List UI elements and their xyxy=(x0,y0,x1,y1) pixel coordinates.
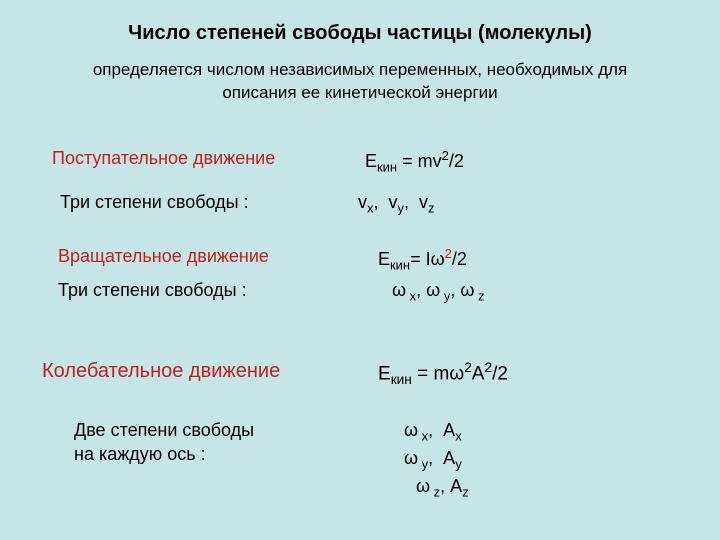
formula-E-rot: Е xyxy=(378,249,390,269)
A-osc-z: A xyxy=(450,476,462,496)
osc-y-sub: y xyxy=(422,457,428,472)
rotational-degrees-label: Три степени свободы : xyxy=(58,280,247,301)
translational-degrees-label: Три степени свободы : xyxy=(60,192,249,213)
oscillatory-degrees-label2: на каждую ось : xyxy=(74,444,206,465)
oz-sub: z xyxy=(478,289,484,304)
vx-sub: x xyxy=(367,201,373,216)
formula-E-osc: Е xyxy=(378,363,391,384)
formula-Aexp-osc: 2 xyxy=(484,360,492,375)
formula-kin-rot: кин xyxy=(390,258,410,273)
formula-omega-rot: ω xyxy=(431,249,445,269)
formula-exp-rot: 2 xyxy=(445,246,452,261)
omega-x: ω xyxy=(392,280,406,300)
ox-sub: x xyxy=(410,289,416,304)
oscillatory-vars-x: ω x, Ax xyxy=(404,420,462,444)
formula-omega-osc: ω xyxy=(449,363,464,384)
vx: v xyxy=(358,192,367,212)
Ax-sub: x xyxy=(455,429,461,444)
omega-z: ω xyxy=(460,280,474,300)
A-osc-y: A xyxy=(443,448,455,468)
translational-label: Поступательное движение xyxy=(52,148,275,169)
formula-div-osc: /2 xyxy=(492,363,508,384)
formula-eq: = mv xyxy=(397,151,442,171)
formula-exp-osc: 2 xyxy=(464,360,472,375)
translational-formula: Екин = mv2/2 xyxy=(365,148,464,175)
vz: v xyxy=(419,192,428,212)
formula-div: /2 xyxy=(449,151,464,171)
omega-osc-x: ω xyxy=(404,420,418,440)
vz-sub: z xyxy=(428,201,434,216)
vy-sub: y xyxy=(398,201,404,216)
formula-kin-sub: кин xyxy=(377,160,397,175)
omega-y: ω xyxy=(426,280,440,300)
translational-variables: vx, vy, vz xyxy=(358,192,434,216)
omega-osc-z: ω xyxy=(416,476,430,496)
rotational-formula: Екин= Iω2/2 xyxy=(378,246,467,273)
rotational-label: Вращательное движение xyxy=(58,246,269,267)
osc-z-sub: z xyxy=(434,485,440,500)
oscillatory-formula: Екин = mω2A2/2 xyxy=(378,360,508,387)
page-title: Число степеней свободы частицы (молекулы… xyxy=(0,0,720,51)
A-osc-x: A xyxy=(443,420,455,440)
Ay-sub: y xyxy=(455,457,461,472)
osc-x-sub: x xyxy=(422,429,428,444)
formula-E: Е xyxy=(365,151,377,171)
oscillatory-degrees-label1: Две степени свободы xyxy=(74,420,254,441)
formula-eq-osc: = m xyxy=(412,363,449,384)
rotational-variables: ω x, ω y, ω z xyxy=(392,280,485,304)
formula-A-osc: A xyxy=(472,363,485,384)
formula-div-rot: /2 xyxy=(452,249,467,269)
vy: v xyxy=(389,192,398,212)
page-subtitle: определяется числом независимых переменн… xyxy=(0,51,720,115)
oscillatory-label: Колебательное движение xyxy=(42,360,280,383)
oy-sub: y xyxy=(444,289,450,304)
oscillatory-vars-y: ω y, Ay xyxy=(404,448,462,472)
Az-sub: z xyxy=(462,485,468,500)
oscillatory-vars-z: ω z, Az xyxy=(416,476,469,500)
formula-exp: 2 xyxy=(442,148,449,163)
formula-kin-osc: кин xyxy=(391,372,412,387)
omega-osc-y: ω xyxy=(404,448,418,468)
formula-eq-rot: = I xyxy=(410,249,431,269)
